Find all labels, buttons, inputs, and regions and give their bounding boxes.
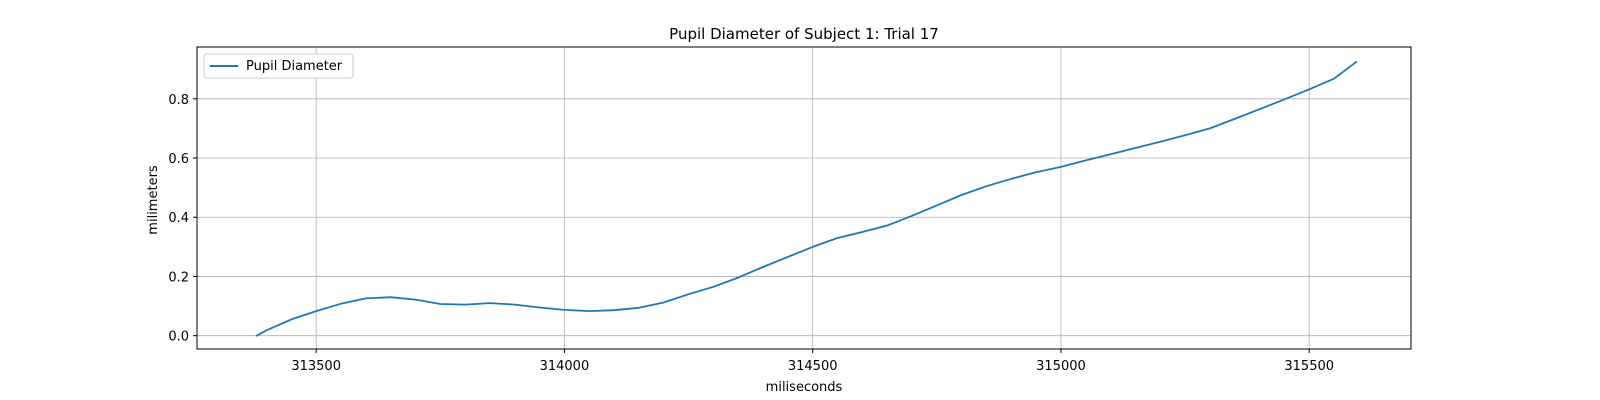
x-tick-label: 315000 (1036, 359, 1086, 374)
x-tick-label: 315500 (1284, 359, 1334, 374)
legend-entry-pupil-diameter: Pupil Diameter (246, 59, 343, 74)
x-tick-label: 314500 (788, 359, 838, 374)
x-axis-label: miliseconds (766, 380, 843, 395)
y-axis-label: milimeters (146, 165, 161, 235)
x-tick-label: 314000 (540, 359, 590, 374)
legend: Pupil Diameter (203, 53, 354, 79)
plot-frame (196, 46, 1412, 350)
y-tick-label: 0.4 (168, 211, 189, 226)
axis-ticks: 313500 314000 314500 315000 315500 0.0 0.2 0.4 0… (168, 93, 1334, 374)
legend-box (203, 53, 354, 79)
y-tick-label: 0.2 (168, 270, 189, 285)
grid-lines (197, 47, 1411, 349)
y-tick-label: 0.6 (168, 152, 189, 167)
series-line-pupil-diameter (255, 60, 1358, 337)
y-tick-label: 0.8 (168, 93, 189, 108)
series-layer (255, 60, 1358, 337)
x-tick-label: 313500 (291, 359, 341, 374)
chart-title: Pupil Diameter of Subject 1: Trial 17 (669, 25, 939, 43)
y-tick-label: 0.0 (168, 330, 189, 345)
